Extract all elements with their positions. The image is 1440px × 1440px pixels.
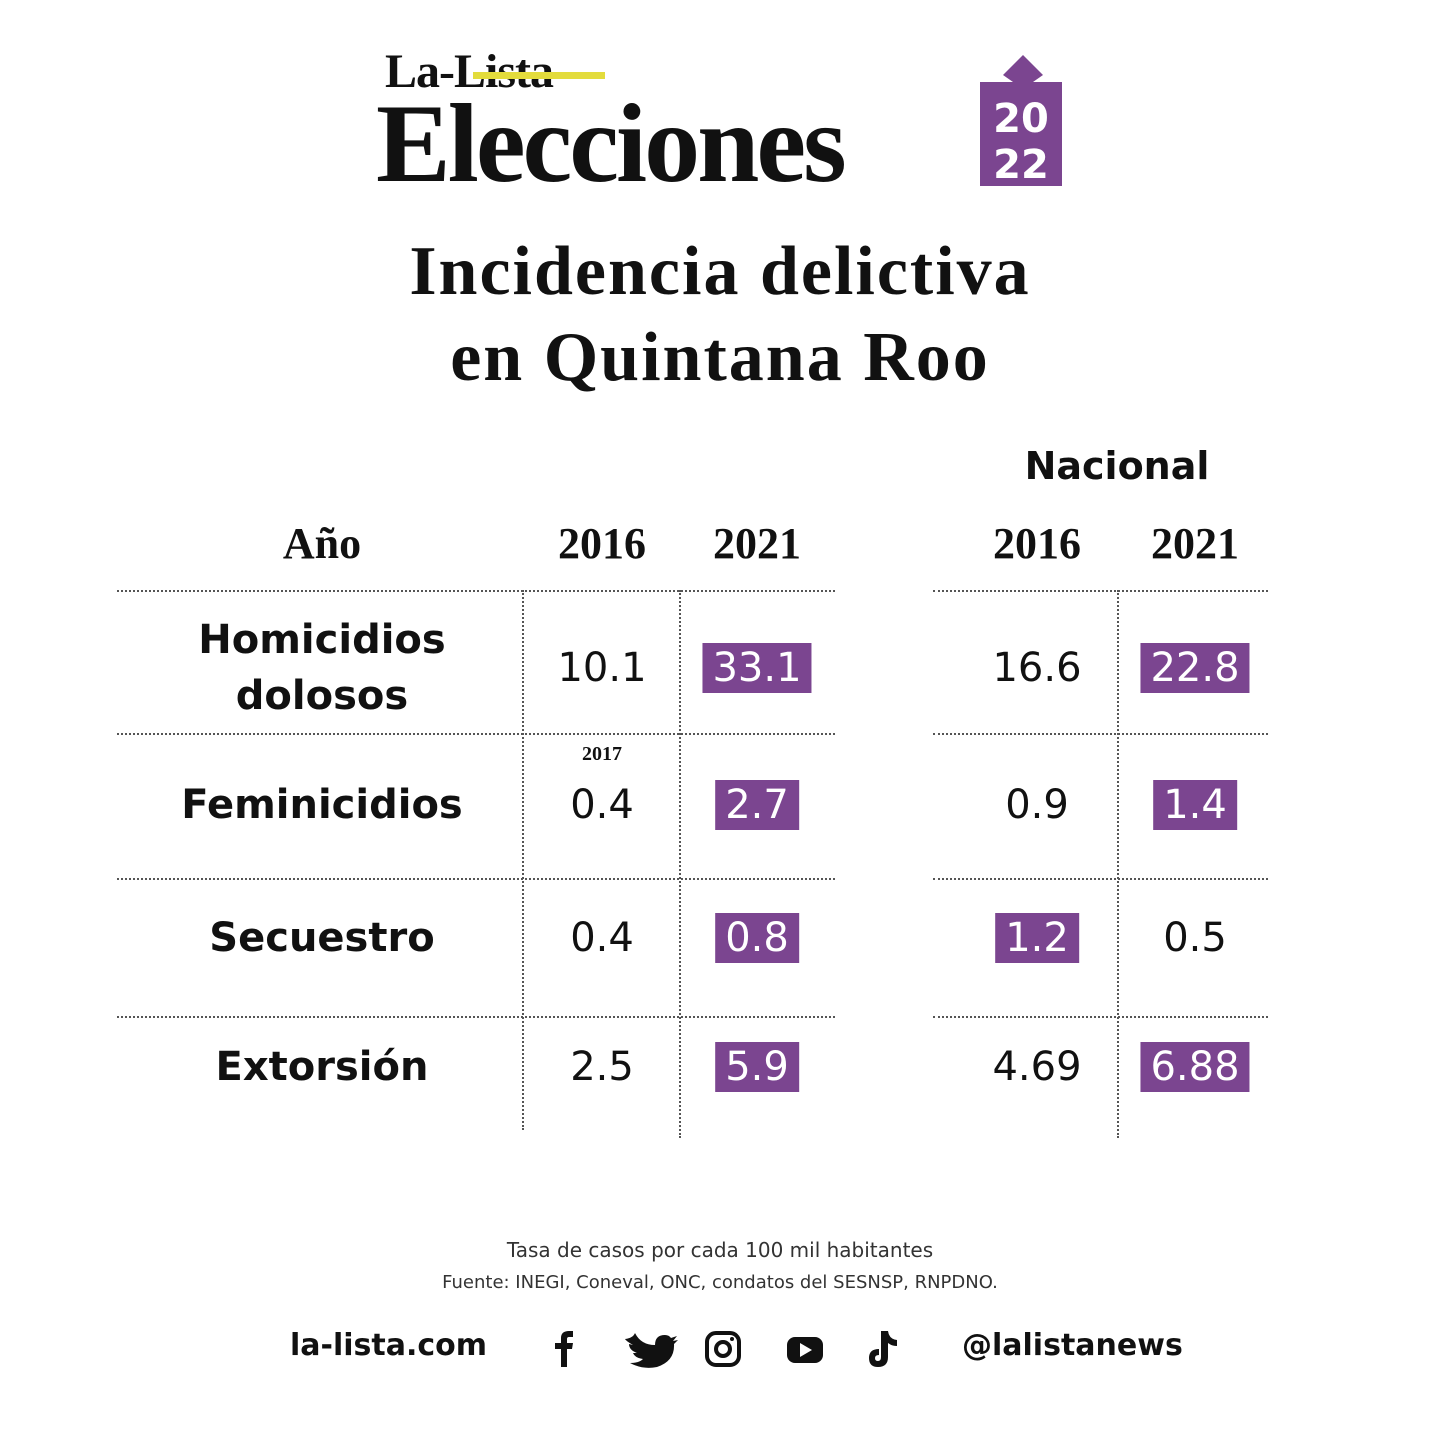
site: la-lista.com <box>290 1328 488 1363</box>
highlighted-cell: 0.8 <box>715 913 799 963</box>
highlighted-cell: 2.7 <box>715 780 799 830</box>
cell: 0.4 <box>570 782 634 828</box>
cell: 0.5 <box>1163 915 1227 961</box>
row-divider <box>117 590 835 592</box>
row-divider <box>933 878 1268 880</box>
headline: en Quintana Roo <box>450 319 990 396</box>
title: Elecciones <box>376 82 847 206</box>
cell: 4.69 <box>992 1044 1082 1090</box>
row-divider <box>933 733 1268 735</box>
row-divider <box>933 1016 1268 1018</box>
handle: @lalistanews <box>962 1328 1183 1363</box>
highlighted-cell: 1.4 <box>1153 780 1237 830</box>
brand-text: La-Lista <box>385 45 554 98</box>
column-divider <box>679 590 681 1138</box>
highlighted-cell: 22.8 <box>1140 643 1250 693</box>
column-header: 2016 <box>993 519 1081 568</box>
cell: 0.4 <box>570 915 634 961</box>
column-header: 2021 <box>1151 519 1239 568</box>
highlighted-cell: 6.88 <box>1140 1042 1250 1092</box>
headline: Incidencia delictiva <box>409 233 1031 310</box>
cell: 10.1 <box>557 645 647 691</box>
cell: 16.6 <box>992 645 1082 691</box>
column-header: Año <box>282 519 362 568</box>
column-header: 2021 <box>713 519 801 568</box>
year-bottom: 22 <box>993 142 1049 188</box>
brand: La-Lista <box>385 44 605 99</box>
strike <box>473 72 605 79</box>
row-label: Feminicidios <box>181 782 463 828</box>
column-header: 2016 <box>558 519 646 568</box>
note: Tasa de casos por cada 100 mil habitante… <box>506 1238 934 1262</box>
row-divider <box>117 1016 835 1018</box>
row-label: Secuestro <box>209 915 435 961</box>
row-divider <box>117 878 835 880</box>
row-divider <box>933 590 1268 592</box>
row-label: Homicidios dolosos <box>198 617 446 719</box>
row-divider <box>117 733 835 735</box>
column-divider <box>1117 590 1119 1138</box>
highlighted-cell: 5.9 <box>715 1042 799 1092</box>
cell: 0.9 <box>1005 782 1069 828</box>
cell-note: 2017 <box>582 743 622 765</box>
column-divider <box>522 590 524 1130</box>
highlighted-cell: 33.1 <box>702 643 812 693</box>
year-top: 20 <box>993 96 1049 142</box>
highlighted-cell: 1.2 <box>995 913 1079 963</box>
group-header: Nacional <box>1024 444 1210 488</box>
source: Fuente: INEGI, Coneval, ONC, condatos de… <box>442 1272 998 1293</box>
row-label: Extorsión <box>215 1044 429 1090</box>
cell: 2.5 <box>570 1044 634 1090</box>
social-icons <box>555 1331 897 1368</box>
ballot-logo: 20 22 <box>980 55 1062 188</box>
